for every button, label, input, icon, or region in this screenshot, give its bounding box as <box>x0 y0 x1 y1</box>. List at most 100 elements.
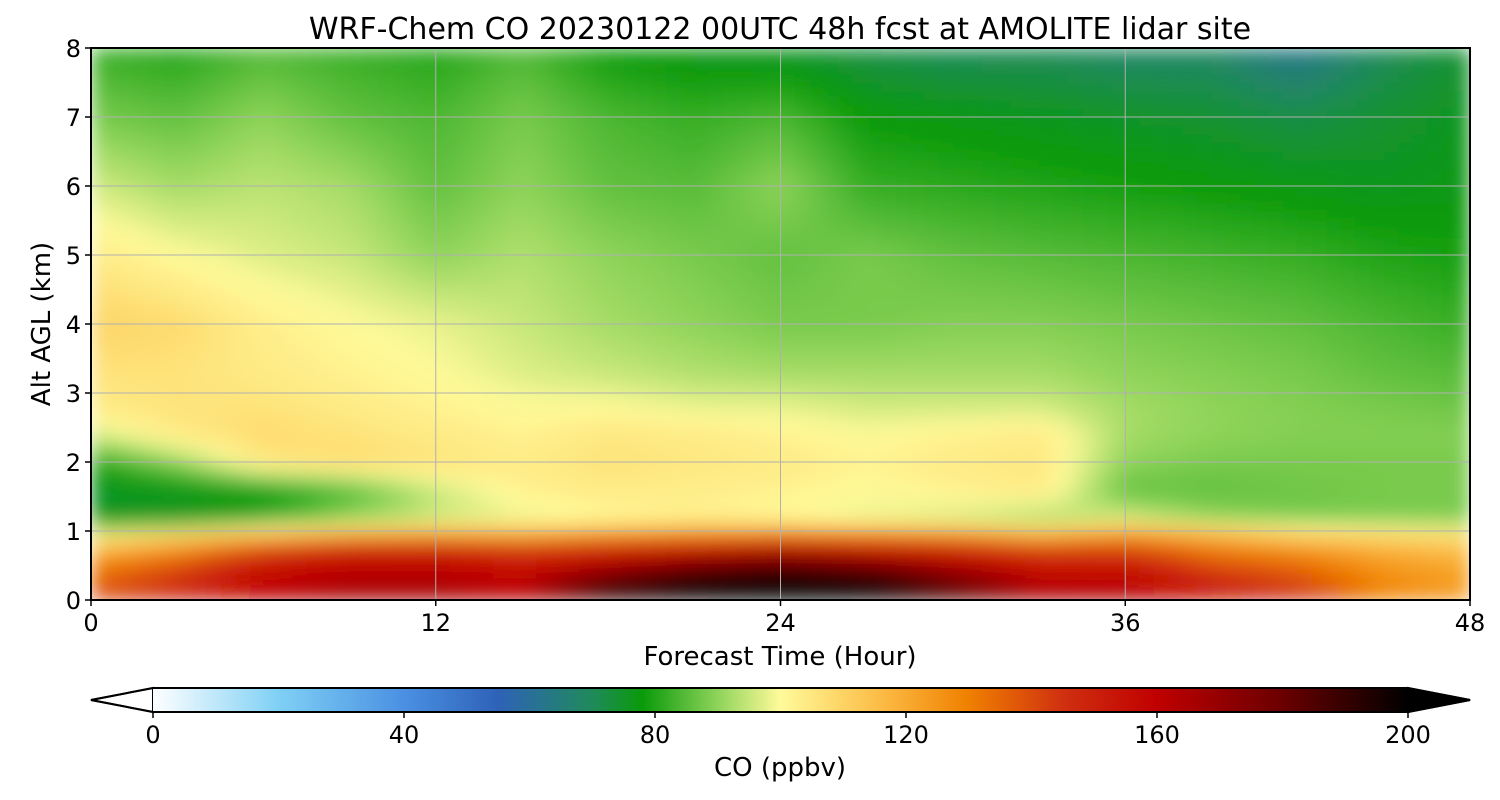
heatmap-cell <box>1024 505 1040 515</box>
heatmap-cell <box>1412 522 1428 532</box>
heatmap-cell <box>837 513 854 524</box>
heatmap-cell <box>981 427 997 437</box>
heatmap-cell <box>148 462 164 472</box>
heatmap-cell <box>363 453 380 463</box>
heatmap-cell <box>521 280 538 291</box>
heatmap-cell <box>220 349 236 360</box>
heatmap-cell <box>320 211 336 222</box>
heatmap-cell <box>1355 358 1371 368</box>
heatmap-cell <box>91 306 107 317</box>
heatmap-cell <box>665 513 681 524</box>
heatmap-cell <box>1139 315 1155 325</box>
heatmap-cell <box>1412 246 1428 256</box>
heatmap-cell <box>1441 531 1457 541</box>
heatmap-cell <box>1125 556 1141 567</box>
heatmap-cell <box>1268 237 1285 248</box>
heatmap-cell <box>593 539 609 550</box>
heatmap-cell <box>622 410 638 420</box>
heatmap-cell <box>478 160 494 170</box>
heatmap-cell <box>205 393 222 403</box>
heatmap-cell <box>1455 513 1470 524</box>
heatmap-cell <box>1268 574 1285 584</box>
heatmap-cell <box>766 453 782 463</box>
heatmap-cell <box>335 367 351 377</box>
heatmap-cell <box>162 349 178 360</box>
heatmap-cell <box>1398 272 1414 282</box>
heatmap-cell <box>924 384 940 394</box>
heatmap-cell <box>421 531 437 541</box>
heatmap-cell <box>866 255 882 265</box>
heatmap-cell <box>952 531 969 541</box>
heatmap-cell <box>837 246 854 256</box>
heatmap-cell <box>1110 367 1127 377</box>
heatmap-cell <box>450 211 466 222</box>
heatmap-cell <box>952 548 969 558</box>
heatmap-cell <box>292 237 308 248</box>
heatmap-cell <box>277 375 293 386</box>
heatmap-cell <box>292 255 308 265</box>
heatmap-cell <box>306 280 322 291</box>
heatmap-cell <box>909 565 925 575</box>
heatmap-cell <box>1283 186 1299 196</box>
heatmap-cell <box>536 444 552 455</box>
heatmap-cell <box>1355 272 1371 282</box>
heatmap-cell <box>1412 358 1428 368</box>
heatmap-cell <box>794 548 811 558</box>
heatmap-cell <box>320 591 336 600</box>
heatmap-cell <box>1168 246 1184 256</box>
heatmap-cell <box>1053 341 1069 351</box>
heatmap-cell <box>407 324 423 334</box>
heatmap-cell <box>1297 418 1313 429</box>
heatmap-cell <box>1053 358 1069 368</box>
heatmap-cell <box>565 375 581 386</box>
heatmap-cell <box>1355 298 1371 308</box>
heatmap-cell <box>895 211 911 222</box>
heatmap-cell <box>493 565 509 575</box>
heatmap-cell <box>809 332 825 343</box>
heatmap-cell <box>1268 444 1285 455</box>
heatmap-cell <box>134 168 150 179</box>
heatmap-cell <box>306 358 322 368</box>
heatmap-cell <box>665 531 681 541</box>
heatmap-cell <box>493 186 509 196</box>
heatmap-cell <box>751 298 767 308</box>
heatmap-cell <box>450 272 466 282</box>
heatmap-cell <box>1426 436 1443 446</box>
heatmap-cell <box>306 522 322 532</box>
heatmap-cell <box>220 289 236 299</box>
heatmap-cell <box>392 306 408 317</box>
heatmap-cell <box>651 194 667 205</box>
heatmap-cell <box>1082 393 1098 403</box>
heatmap-cell <box>809 177 825 187</box>
heatmap-cell <box>881 453 897 463</box>
heatmap-cell <box>435 367 451 377</box>
heatmap-cell <box>306 211 322 222</box>
heatmap-cell <box>1197 332 1213 343</box>
heatmap-cell <box>1125 496 1141 506</box>
heatmap-cell <box>823 444 839 455</box>
heatmap-cell <box>751 255 767 265</box>
heatmap-cell <box>723 237 739 248</box>
heatmap-cell <box>1283 349 1299 360</box>
heatmap-cell <box>866 151 882 161</box>
heatmap-cell <box>967 539 983 550</box>
heatmap-cell <box>751 168 767 179</box>
heatmap-cell <box>1182 298 1198 308</box>
heatmap-cell <box>694 548 710 558</box>
heatmap-cell <box>1067 444 1083 455</box>
heatmap-cell <box>1340 332 1356 343</box>
heatmap-cell <box>91 505 107 515</box>
heatmap-cell <box>952 194 969 205</box>
heatmap-cell <box>1426 194 1443 205</box>
heatmap-cell <box>1240 462 1256 472</box>
heatmap-cell <box>478 522 494 532</box>
heatmap-cell <box>435 418 451 429</box>
heatmap-cell <box>148 349 164 360</box>
heatmap-cell <box>1153 436 1170 446</box>
heatmap-cell <box>407 556 423 567</box>
heatmap-cell <box>1096 151 1112 161</box>
heatmap-cell <box>679 470 696 481</box>
heatmap-cell <box>536 220 552 230</box>
heatmap-cell <box>1355 582 1371 593</box>
heatmap-cell <box>407 332 423 343</box>
